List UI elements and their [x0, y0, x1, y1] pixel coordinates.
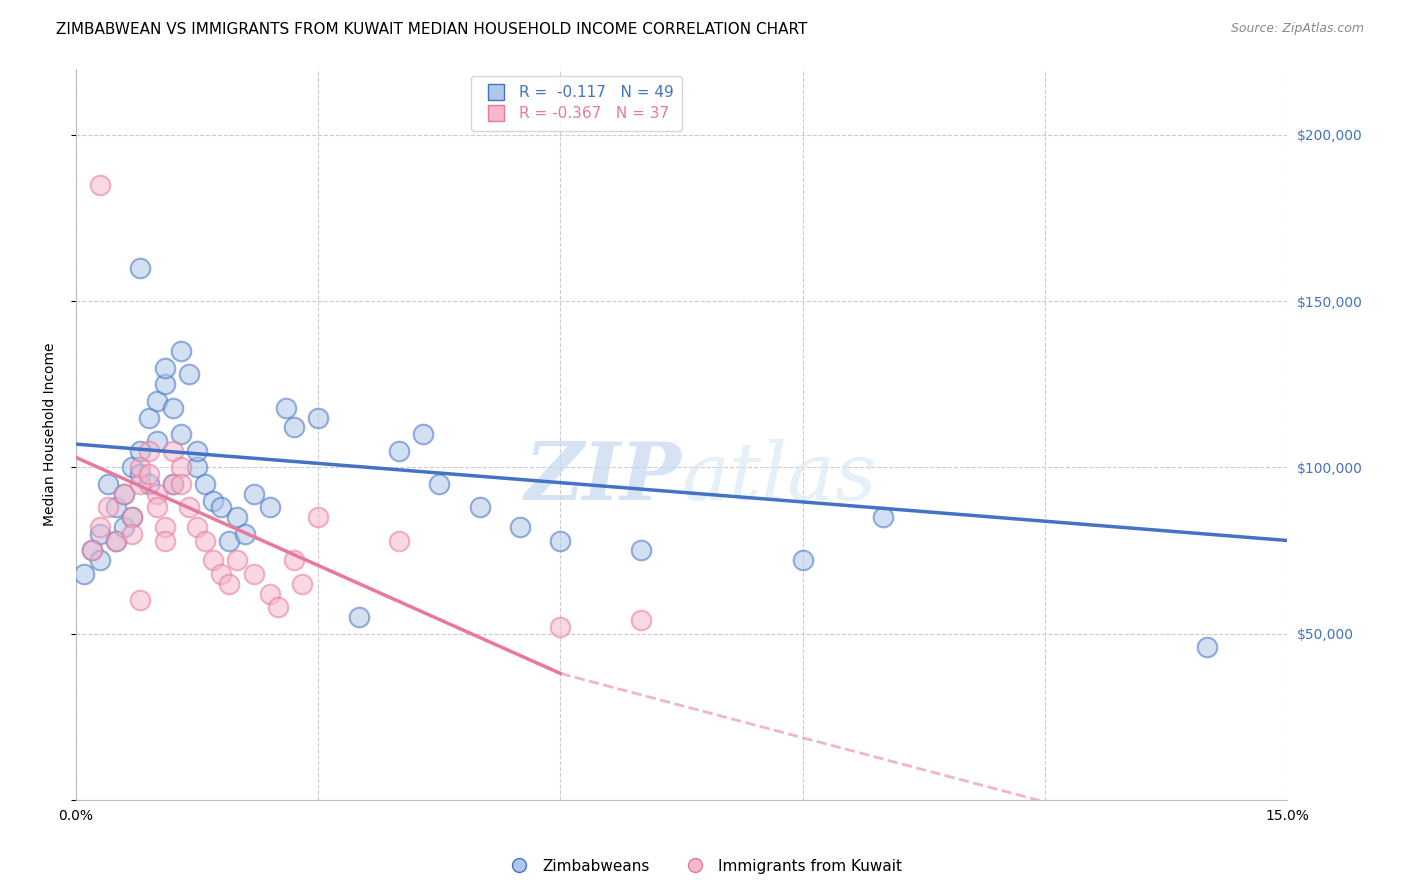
Point: [153, 520, 176, 534]
Point: [226, 510, 249, 524]
Point: [291, 576, 314, 591]
Text: ZIP: ZIP: [524, 439, 682, 516]
Point: [129, 477, 152, 491]
Point: [80, 543, 103, 558]
Point: [427, 477, 450, 491]
Point: [202, 553, 225, 567]
Point: [186, 460, 208, 475]
Point: [138, 477, 160, 491]
Point: [129, 467, 152, 481]
Text: Source: ZipAtlas.com: Source: ZipAtlas.com: [1230, 22, 1364, 36]
Point: [105, 533, 128, 548]
Point: [170, 460, 193, 475]
Point: [209, 500, 232, 515]
Point: [1195, 640, 1218, 654]
Point: [145, 393, 167, 408]
Point: [80, 543, 103, 558]
Point: [177, 368, 200, 382]
Point: [283, 420, 305, 434]
Point: [267, 599, 290, 614]
Point: [186, 443, 208, 458]
Point: [138, 443, 160, 458]
Point: [89, 520, 111, 534]
Point: [202, 493, 225, 508]
Point: [218, 576, 240, 591]
Point: [242, 566, 264, 581]
Point: [170, 477, 193, 491]
Point: [153, 377, 176, 392]
Point: [153, 360, 176, 375]
Y-axis label: Median Household Income: Median Household Income: [44, 343, 58, 526]
Point: [550, 620, 572, 634]
Point: [412, 427, 434, 442]
Point: [218, 533, 240, 548]
Point: [242, 487, 264, 501]
Point: [112, 487, 135, 501]
Point: [129, 260, 152, 275]
Point: [73, 566, 96, 581]
Point: [153, 533, 176, 548]
Point: [170, 427, 193, 442]
Point: [89, 553, 111, 567]
Point: [97, 500, 120, 515]
Point: [89, 526, 111, 541]
Point: [235, 526, 257, 541]
Point: [209, 566, 232, 581]
Point: [112, 487, 135, 501]
Point: [226, 553, 249, 567]
Point: [138, 410, 160, 425]
Point: [186, 520, 208, 534]
Point: [550, 533, 572, 548]
Point: [347, 610, 370, 624]
Point: [129, 443, 152, 458]
Legend: Zimbabweans, Immigrants from Kuwait: Zimbabweans, Immigrants from Kuwait: [498, 853, 908, 880]
Point: [388, 443, 411, 458]
Point: [307, 510, 329, 524]
Point: [274, 401, 297, 415]
Point: [162, 443, 184, 458]
Point: [145, 487, 167, 501]
Point: [121, 510, 143, 524]
Point: [259, 587, 281, 601]
Point: [129, 460, 152, 475]
Point: [138, 467, 160, 481]
Point: [105, 533, 128, 548]
Point: [872, 510, 894, 524]
Point: [129, 593, 152, 607]
Point: [177, 500, 200, 515]
Text: atlas: atlas: [682, 439, 877, 516]
Point: [194, 533, 217, 548]
Point: [194, 477, 217, 491]
Legend: R =  -0.117   N = 49, R = -0.367   N = 37: R = -0.117 N = 49, R = -0.367 N = 37: [471, 76, 682, 130]
Point: [121, 460, 143, 475]
Point: [162, 477, 184, 491]
Point: [792, 553, 814, 567]
Point: [105, 500, 128, 515]
Point: [97, 477, 120, 491]
Point: [89, 178, 111, 192]
Point: [388, 533, 411, 548]
Point: [509, 520, 531, 534]
Point: [162, 401, 184, 415]
Point: [630, 543, 652, 558]
Point: [145, 500, 167, 515]
Point: [468, 500, 491, 515]
Point: [283, 553, 305, 567]
Point: [121, 526, 143, 541]
Text: ZIMBABWEAN VS IMMIGRANTS FROM KUWAIT MEDIAN HOUSEHOLD INCOME CORRELATION CHART: ZIMBABWEAN VS IMMIGRANTS FROM KUWAIT MED…: [56, 22, 807, 37]
Point: [630, 613, 652, 627]
Point: [162, 477, 184, 491]
Point: [307, 410, 329, 425]
Point: [121, 510, 143, 524]
Point: [145, 434, 167, 448]
Point: [170, 344, 193, 359]
Point: [259, 500, 281, 515]
Point: [112, 520, 135, 534]
